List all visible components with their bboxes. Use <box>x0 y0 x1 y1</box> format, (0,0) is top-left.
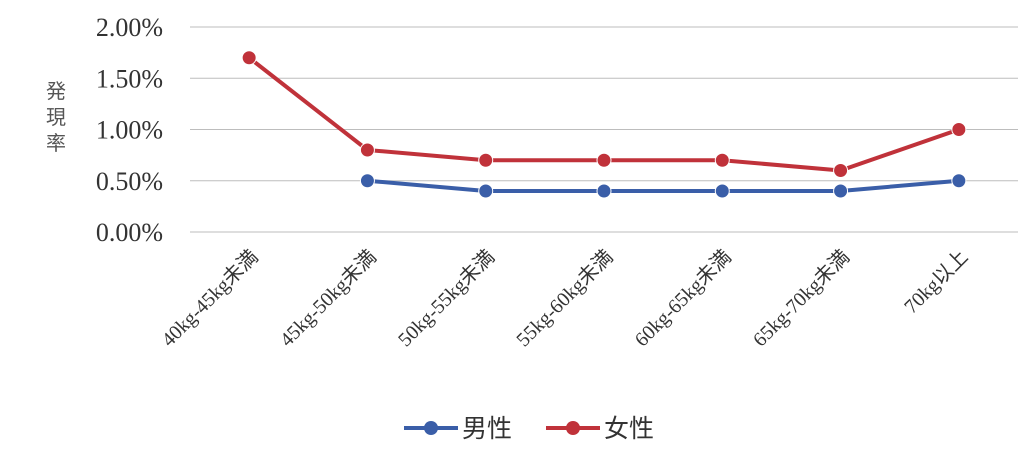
data-point <box>596 183 612 199</box>
data-point <box>833 183 849 199</box>
y-tick-label: 1.00% <box>96 116 163 145</box>
data-point <box>714 183 730 199</box>
y-tick-label: 0.00% <box>96 218 163 247</box>
x-tick-label: 70kg以上 <box>900 245 973 318</box>
legend-item: 男性 <box>404 414 512 443</box>
data-point <box>478 183 494 199</box>
legend-marker <box>566 421 580 435</box>
x-axis-ticks: 40kg-45kg未満 45kg-50kg未満 50kg-55kg未満 55kg-60… <box>157 245 973 351</box>
gridlines <box>190 26 1018 233</box>
data-point <box>833 163 849 178</box>
y-tick-label: 1.50% <box>96 64 163 93</box>
series-lines <box>241 50 967 199</box>
data-point <box>951 173 967 189</box>
legend: 男性 女性 <box>404 414 654 443</box>
data-point <box>359 142 375 158</box>
y-tick-label: 2.00% <box>96 13 163 42</box>
data-point <box>359 173 375 189</box>
x-tick-label: 40kg-45kg未満 <box>157 245 263 351</box>
data-point <box>478 152 494 168</box>
y-axis-ticks: 0.00% 0.50% 1.00% 1.50% 2.00% <box>96 13 163 247</box>
data-point <box>714 152 730 168</box>
y-tick-label: 0.50% <box>96 167 163 196</box>
legend-item: 女性 <box>546 414 654 443</box>
series-line <box>367 178 960 193</box>
series-男性 <box>359 173 967 199</box>
x-tick-label: 55kg-60kg未満 <box>512 245 618 351</box>
data-point <box>241 50 257 66</box>
legend-label: 男性 <box>462 414 512 443</box>
legend-label: 女性 <box>604 414 654 443</box>
x-tick-label: 60kg-65kg未満 <box>630 245 736 351</box>
legend-marker <box>424 421 438 435</box>
data-point <box>951 122 967 137</box>
x-tick-label: 65kg-70kg未満 <box>748 245 854 351</box>
x-tick-label: 45kg-50kg未満 <box>275 245 381 351</box>
y-axis-label: 発現率 <box>46 79 66 155</box>
data-point <box>596 152 612 168</box>
series-女性 <box>241 50 967 178</box>
x-tick-label: 50kg-55kg未満 <box>393 245 499 351</box>
